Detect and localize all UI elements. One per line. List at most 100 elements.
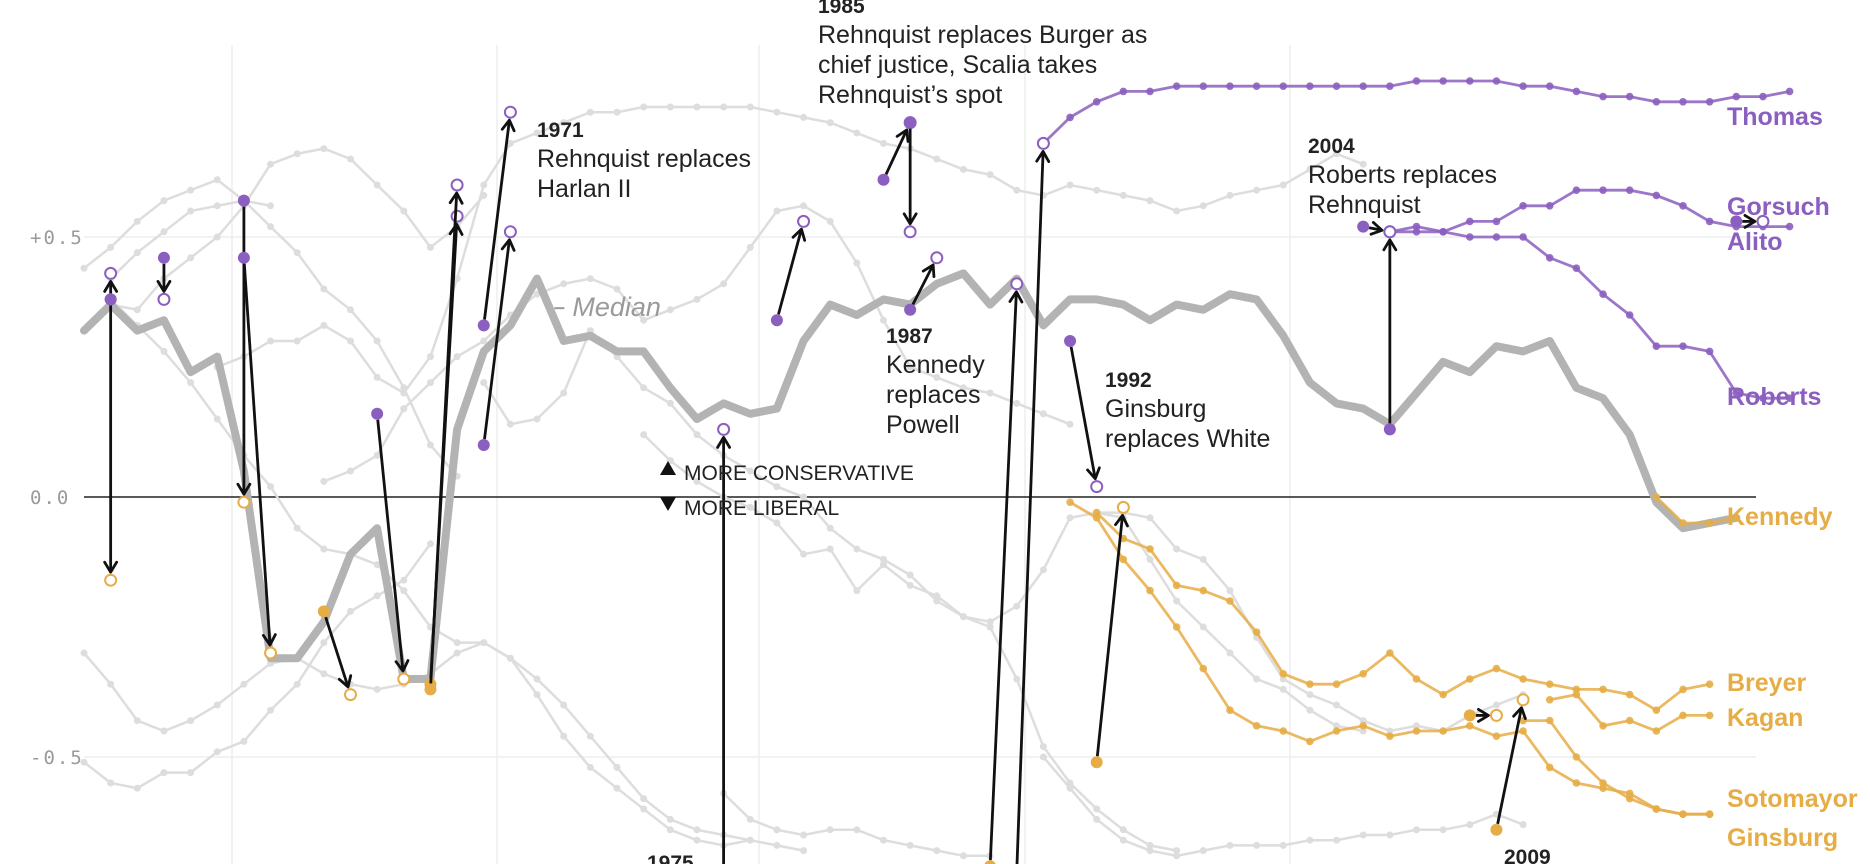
other-justice-point	[187, 379, 195, 387]
justice-point	[1252, 82, 1261, 90]
justice-point	[1332, 727, 1341, 735]
departing-justice-dot	[904, 303, 917, 316]
other-justice-point	[880, 555, 887, 563]
justice-point	[1146, 87, 1154, 96]
other-justice-point	[1439, 826, 1447, 834]
other-justice-point	[1093, 186, 1101, 194]
justice-point	[1732, 92, 1741, 101]
other-justice-point	[826, 524, 834, 532]
justice-point	[1545, 253, 1554, 262]
other-justice-point	[1253, 186, 1261, 194]
justice-point	[1545, 716, 1554, 725]
annotation-text: Kennedy	[886, 351, 985, 379]
other-justice-line	[482, 328, 1364, 733]
appointment-arrow	[1496, 707, 1523, 825]
justice-point	[1412, 228, 1421, 236]
other-justice-point	[1279, 685, 1287, 693]
other-justice-point	[320, 639, 328, 647]
justice-line	[1389, 188, 1790, 234]
justice-point	[1439, 727, 1447, 735]
arrow-head	[1086, 466, 1101, 481]
other-justice-point	[906, 581, 914, 589]
other-justice-point	[800, 847, 808, 855]
justice-point	[1625, 794, 1634, 803]
justice-point	[1785, 87, 1794, 96]
arriving-justice-dot	[104, 266, 118, 280]
other-justice-point	[640, 316, 648, 324]
other-justice-line	[722, 792, 991, 858]
other-justice-point	[1119, 191, 1127, 199]
other-justice-point	[1279, 181, 1287, 189]
arrow-head	[895, 128, 910, 143]
other-justice-point	[1039, 566, 1047, 574]
arrow-head	[1743, 214, 1757, 229]
other-justice-point	[213, 233, 221, 241]
other-justice-point	[933, 592, 941, 600]
other-justice-point	[586, 275, 594, 283]
justice-point	[1625, 311, 1634, 319]
other-justice-point	[1253, 841, 1261, 849]
arriving-justice-dot	[1383, 225, 1397, 239]
arriving-justice-dot	[503, 105, 517, 119]
other-justice-point	[320, 285, 328, 293]
other-justice-point	[773, 207, 781, 215]
other-justice-point	[773, 841, 781, 849]
other-justice-point	[959, 852, 967, 860]
justice-point	[1705, 711, 1714, 720]
other-justice-point	[1253, 675, 1261, 683]
justice-point	[1066, 498, 1074, 507]
justice-point	[1572, 753, 1581, 761]
other-justice-point	[187, 254, 195, 262]
other-justice-point	[506, 420, 514, 428]
arriving-justice-dot	[1756, 214, 1770, 228]
appointment-arrow	[429, 192, 459, 684]
other-justice-point	[666, 826, 674, 834]
justice-point	[1732, 514, 1741, 522]
other-justice-point	[1173, 852, 1181, 860]
other-justice-point	[1279, 675, 1287, 683]
other-justice-point	[1279, 841, 1287, 849]
justice-point	[1519, 202, 1527, 210]
other-justice-point	[426, 540, 434, 548]
justice-name-label: Kennedy	[1727, 503, 1833, 531]
other-justice-point	[693, 431, 701, 439]
arrow-head	[394, 659, 410, 673]
other-justice-point	[506, 139, 514, 147]
justice-point	[1599, 779, 1607, 787]
appointment-arrows	[103, 105, 1770, 864]
other-justice-point	[826, 545, 834, 553]
departing-justice-dot	[317, 605, 330, 618]
justice-point	[1679, 685, 1687, 694]
arrow-head	[448, 191, 464, 205]
other-justice-point	[1359, 160, 1367, 168]
justice-point	[1545, 82, 1554, 90]
justice-point	[1172, 82, 1181, 90]
other-justice-point	[426, 379, 434, 387]
justice-point	[1599, 186, 1607, 194]
arriving-justice-dot	[1516, 693, 1530, 707]
justice-name-label: Gorsuch	[1727, 193, 1830, 221]
other-justice-point	[1519, 821, 1527, 829]
other-justice-point	[347, 155, 354, 163]
justice-point	[1279, 727, 1288, 735]
other-justice-point	[1013, 602, 1021, 610]
justice-point	[1492, 77, 1501, 85]
other-justice-point	[400, 576, 408, 584]
other-justice-point	[293, 337, 301, 345]
arriving-justice-dot	[797, 214, 811, 228]
y-tick-label: -0.5	[30, 747, 84, 769]
other-justice-point	[746, 815, 754, 823]
other-justice-point	[320, 145, 328, 153]
appointment-arrow	[376, 419, 405, 672]
arrow-head	[1008, 290, 1024, 304]
other-justice-point	[347, 607, 354, 615]
justice-point	[1519, 82, 1527, 90]
other-justice-point	[613, 784, 621, 792]
appointment-arrow	[1015, 151, 1045, 864]
other-justice-point	[453, 649, 461, 657]
other-justice-point	[773, 483, 781, 491]
justice-point	[1679, 519, 1687, 527]
other-justice-point	[293, 680, 301, 688]
justice-point	[1679, 342, 1687, 351]
